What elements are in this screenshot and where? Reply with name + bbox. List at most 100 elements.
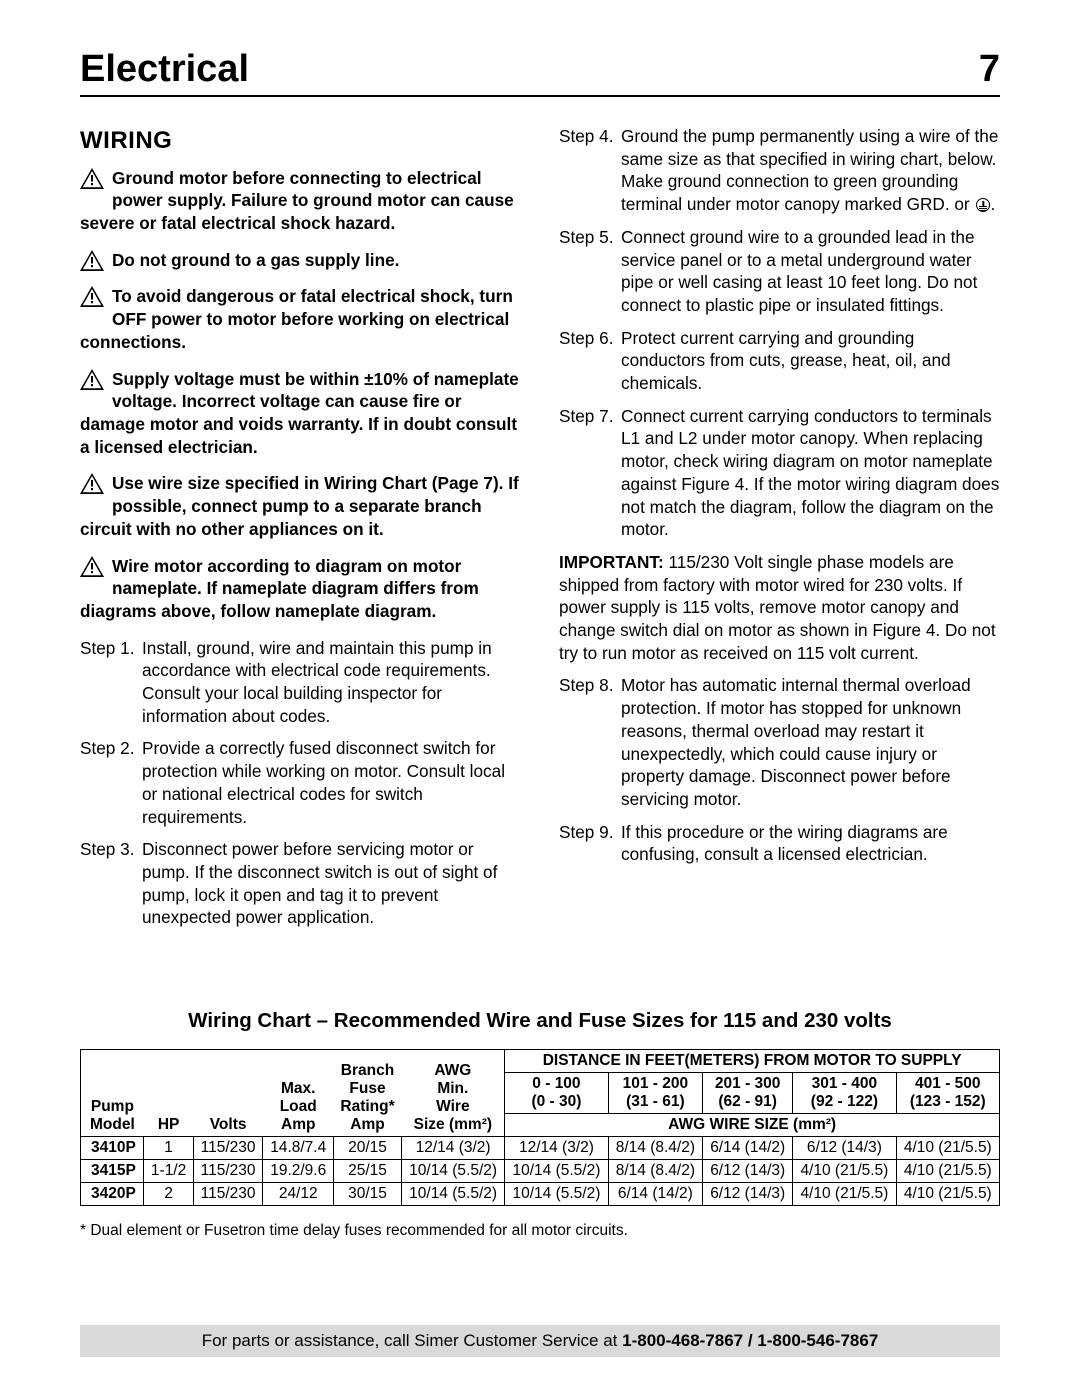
cell-d2: 6/12 (14/3) xyxy=(703,1160,793,1183)
cell-min-wire: 10/14 (5.5/2) xyxy=(401,1160,504,1183)
left-column: WIRING Ground motor before connecting to… xyxy=(80,125,521,939)
warning-text: Use wire size specified in Wiring Chart … xyxy=(80,472,521,540)
table-row: 3415P 1-1/2 115/230 19.2/9.6 25/15 10/14… xyxy=(81,1160,1000,1183)
col-branch-fuse: BranchFuseRating*Amp xyxy=(334,1050,402,1137)
warning-text: Do not ground to a gas supply line. xyxy=(80,249,521,272)
cell-fuse: 30/15 xyxy=(334,1183,402,1206)
col-volts: Volts xyxy=(193,1050,263,1137)
cell-hp: 2 xyxy=(144,1183,194,1206)
step-body: Protect current carrying and grounding c… xyxy=(621,327,1000,395)
step-label: Step 8. xyxy=(559,674,621,810)
awg-wire-size-header: AWG WIRE SIZE (mm²) xyxy=(505,1114,1000,1137)
step-item: Step 1. Install, ground, wire and mainta… xyxy=(80,637,521,728)
cell-d3: 4/10 (21/5.5) xyxy=(793,1183,896,1206)
cell-hp: 1-1/2 xyxy=(144,1160,194,1183)
cell-d4: 4/10 (21/5.5) xyxy=(896,1183,999,1206)
distance-col: 301 - 400(92 - 122) xyxy=(793,1073,896,1114)
cell-min-wire: 12/14 (3/2) xyxy=(401,1137,504,1160)
step-label: Step 7. xyxy=(559,405,621,541)
step-item: Step 4. Ground the pump permanently usin… xyxy=(559,125,1000,216)
cell-d4: 4/10 (21/5.5) xyxy=(896,1137,999,1160)
col-min-wire: AWGMin.WireSize (mm²) xyxy=(401,1050,504,1137)
cell-d2: 6/12 (14/3) xyxy=(703,1183,793,1206)
cell-model: 3410P xyxy=(81,1137,144,1160)
warning-icon xyxy=(80,556,104,583)
step-body: Provide a correctly fused disconnect swi… xyxy=(142,737,521,828)
step-body: If this procedure or the wiring diagrams… xyxy=(621,821,1000,866)
cell-model: 3420P xyxy=(81,1183,144,1206)
step-body: Connect ground wire to a grounded lead i… xyxy=(621,226,1000,317)
distance-col: 101 - 200(31 - 61) xyxy=(608,1073,703,1114)
col-pump-model: PumpModel xyxy=(81,1050,144,1137)
col-hp: HP xyxy=(144,1050,194,1137)
distance-header: DISTANCE IN FEET(METERS) FROM MOTOR TO S… xyxy=(505,1050,1000,1073)
step-label: Step 1. xyxy=(80,637,142,728)
important-note: IMPORTANT: 115/230 Volt single phase mod… xyxy=(559,551,1000,665)
body-columns: WIRING Ground motor before connecting to… xyxy=(80,125,1000,939)
distance-col: 0 - 100(0 - 30) xyxy=(505,1073,608,1114)
step-label: Step 4. xyxy=(559,125,621,216)
important-label: IMPORTANT: xyxy=(559,552,664,572)
footer-bar: For parts or assistance, call Simer Cust… xyxy=(80,1325,1000,1357)
step-body-text: Ground the pump permanently using a wire… xyxy=(621,126,998,214)
distance-col: 201 - 300(62 - 91) xyxy=(703,1073,793,1114)
warnings-block: Ground motor before connecting to electr… xyxy=(80,167,521,623)
cell-d0: 10/14 (5.5/2) xyxy=(505,1160,608,1183)
warning-icon xyxy=(80,168,104,195)
step-item: Step 5. Connect ground wire to a grounde… xyxy=(559,226,1000,317)
step-item: Step 9. If this procedure or the wiring … xyxy=(559,821,1000,866)
step-item: Step 8. Motor has automatic internal the… xyxy=(559,674,1000,810)
cell-fuse: 25/15 xyxy=(334,1160,402,1183)
warning-text: To avoid dangerous or fatal electrical s… xyxy=(80,285,521,353)
step-body: Ground the pump permanently using a wire… xyxy=(621,125,1000,216)
warning-text: Supply voltage must be within ±10% of na… xyxy=(80,368,521,459)
table-header-row: PumpModel HP Volts Max.LoadAmp BranchFus… xyxy=(81,1050,1000,1073)
cell-model: 3415P xyxy=(81,1160,144,1183)
step-item: Step 3. Disconnect power before servicin… xyxy=(80,838,521,929)
warning-item: Wire motor according to diagram on motor… xyxy=(80,555,521,623)
step-body: Install, ground, wire and maintain this … xyxy=(142,637,521,728)
warning-item: Do not ground to a gas supply line. xyxy=(80,249,521,272)
step-body: Disconnect power before servicing motor … xyxy=(142,838,521,929)
step-label: Step 5. xyxy=(559,226,621,317)
step-body: Connect current carrying conductors to t… xyxy=(621,405,1000,541)
distance-col: 401 - 500(123 - 152) xyxy=(896,1073,999,1114)
chart-title: Wiring Chart – Recommended Wire and Fuse… xyxy=(80,1009,1000,1033)
cell-d0: 10/14 (5.5/2) xyxy=(505,1183,608,1206)
step-body: Motor has automatic internal thermal ove… xyxy=(621,674,1000,810)
cell-max-load: 14.8/7.4 xyxy=(263,1137,334,1160)
step-label: Step 2. xyxy=(80,737,142,828)
page-header: Electrical 7 xyxy=(80,48,1000,97)
cell-d4: 4/10 (21/5.5) xyxy=(896,1160,999,1183)
cell-d1: 6/14 (14/2) xyxy=(608,1183,703,1206)
cell-min-wire: 10/14 (5.5/2) xyxy=(401,1183,504,1206)
cell-d1: 8/14 (8.4/2) xyxy=(608,1137,703,1160)
warning-item: Ground motor before connecting to electr… xyxy=(80,167,521,235)
warning-icon xyxy=(80,286,104,313)
warning-item: To avoid dangerous or fatal electrical s… xyxy=(80,285,521,353)
warning-icon xyxy=(80,473,104,500)
cell-volts: 115/230 xyxy=(193,1160,263,1183)
warning-text: Ground motor before connecting to electr… xyxy=(80,167,521,235)
page-title: Electrical xyxy=(80,48,249,91)
step-label: Step 9. xyxy=(559,821,621,866)
cell-max-load: 24/12 xyxy=(263,1183,334,1206)
step-item: Step 7. Connect current carrying conduct… xyxy=(559,405,1000,541)
wiring-chart-table: PumpModel HP Volts Max.LoadAmp BranchFus… xyxy=(80,1049,1000,1206)
footer-prefix: For parts or assistance, call Simer Cust… xyxy=(202,1331,622,1350)
section-heading: WIRING xyxy=(80,125,521,157)
table-row: 3420P 2 115/230 24/12 30/15 10/14 (5.5/2… xyxy=(81,1183,1000,1206)
cell-volts: 115/230 xyxy=(193,1137,263,1160)
step-item: Step 2. Provide a correctly fused discon… xyxy=(80,737,521,828)
cell-max-load: 19.2/9.6 xyxy=(263,1160,334,1183)
cell-d0: 12/14 (3/2) xyxy=(505,1137,608,1160)
warning-text: Wire motor according to diagram on motor… xyxy=(80,555,521,623)
warning-icon xyxy=(80,250,104,277)
page-number: 7 xyxy=(979,48,1000,91)
cell-d2: 6/14 (14/2) xyxy=(703,1137,793,1160)
cell-d3: 6/12 (14/3) xyxy=(793,1137,896,1160)
cell-volts: 115/230 xyxy=(193,1183,263,1206)
right-column: Step 4. Ground the pump permanently usin… xyxy=(559,125,1000,939)
warning-item: Use wire size specified in Wiring Chart … xyxy=(80,472,521,540)
table-row: 3410P 1 115/230 14.8/7.4 20/15 12/14 (3/… xyxy=(81,1137,1000,1160)
